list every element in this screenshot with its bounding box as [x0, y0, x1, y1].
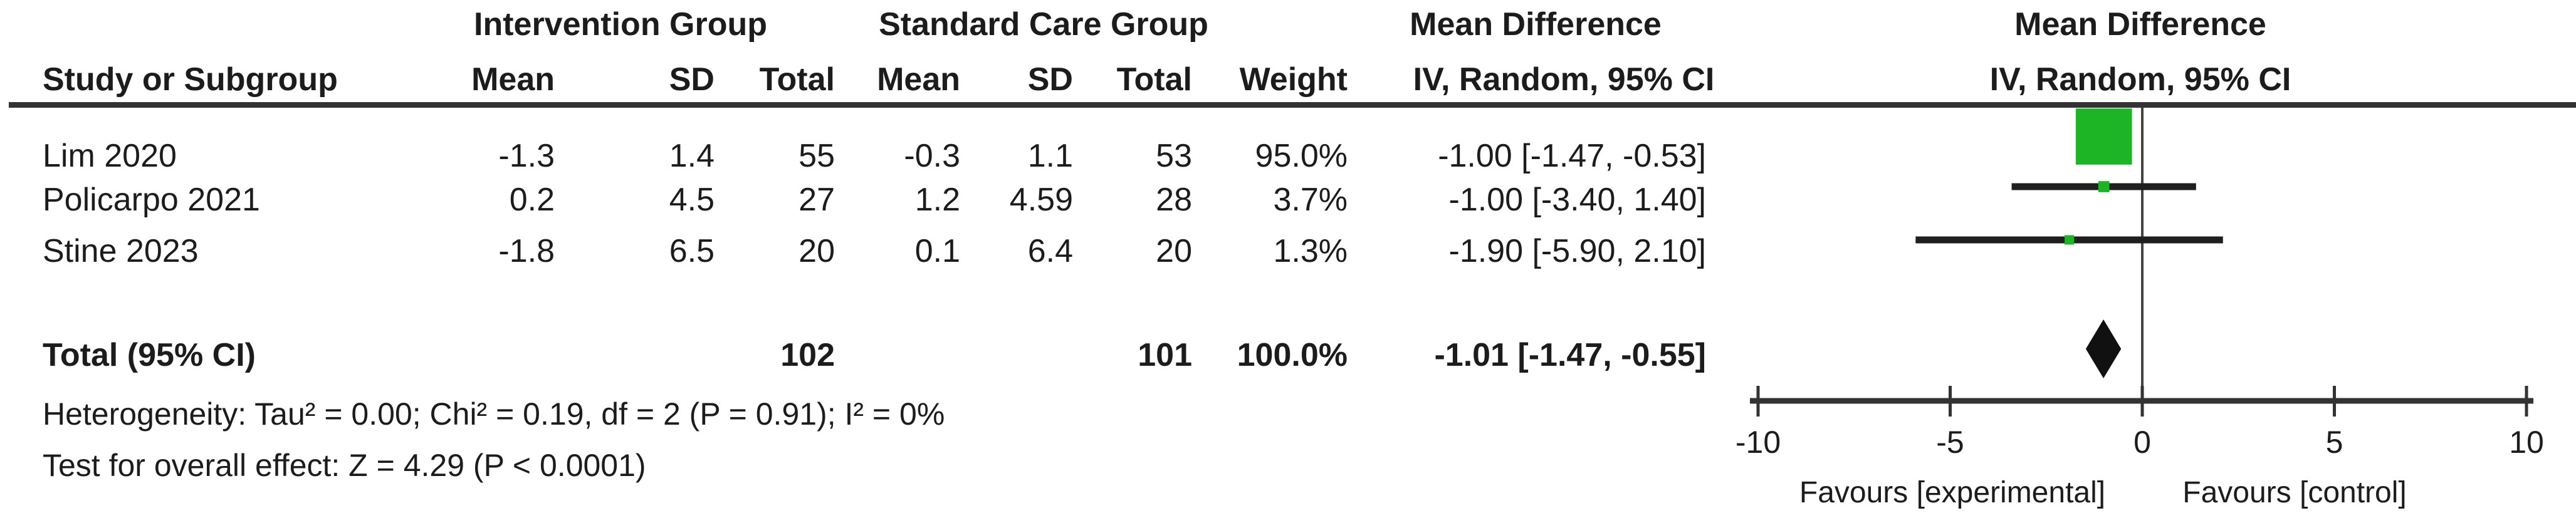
heterogeneity-stats: Heterogeneity: Tau² = 0.00; Chi² = 0.19,… [43, 396, 945, 432]
total-row: Total (95% CI) 102 101 100.0% -1.01 [-1.… [0, 336, 1730, 375]
sc-sd-value: 1.1 [1027, 138, 1073, 174]
int-total-value: 55 [798, 138, 835, 174]
column-header-row: Study or Subgroup Mean SD Total Mean SD … [0, 60, 2291, 99]
axis-tick-label: 0 [2134, 425, 2151, 460]
study-label: Policarpo 2021 [43, 182, 260, 218]
table-row: Lim 2020 -1.3 1.4 55 -0.3 1.1 53 95.0% -… [0, 137, 1730, 175]
sc-sd-value: 6.4 [1027, 233, 1073, 269]
ci-text-value: -1.00 [-3.40, 1.40] [1448, 182, 1707, 218]
int-mean-value: -1.3 [498, 138, 555, 174]
int-sd-column-header: SD [669, 61, 715, 98]
total-ci-text: -1.01 [-1.47, -0.55] [1434, 337, 1706, 373]
header-divider-rule [9, 102, 2576, 108]
weight-value: 3.7% [1273, 182, 1348, 218]
int-total-value: 20 [798, 233, 835, 269]
int-total-sum: 102 [780, 337, 835, 373]
sc-mean-value: 1.2 [914, 182, 960, 218]
table-row: Policarpo 2021 0.2 4.5 27 1.2 4.59 28 3.… [0, 180, 1730, 219]
sc-mean-value: -0.3 [904, 138, 960, 174]
ci-text-value: -1.00 [-1.47, -0.53] [1438, 138, 1706, 174]
group-header-row: Intervention Group Standard Care Group M… [0, 5, 2266, 44]
int-mean-value: -1.8 [498, 233, 555, 269]
effect-marker [2098, 181, 2110, 192]
effect-marker [2075, 108, 2132, 165]
sc-total-value: 28 [1156, 182, 1192, 218]
sc-total-sum: 101 [1138, 337, 1192, 373]
sc-sd-value: 4.59 [1009, 182, 1073, 218]
standard-care-group-header: Standard Care Group [879, 6, 1208, 43]
sc-mean-column-header: Mean [877, 61, 960, 98]
favours-right-label: Favours [control] [2182, 476, 2407, 509]
axis-tick-label: -5 [1936, 425, 1964, 460]
iv-random-ci-plot-header: IV, Random, 95% CI [1989, 61, 2291, 98]
axis-tick-label: -10 [1736, 425, 1781, 460]
total-weight: 100.0% [1237, 337, 1348, 373]
intervention-group-header: Intervention Group [474, 6, 767, 43]
int-total-value: 27 [798, 182, 835, 218]
study-label: Stine 2023 [43, 233, 199, 269]
iv-random-ci-text-header: IV, Random, 95% CI [1413, 61, 1715, 98]
study-label: Lim 2020 [43, 138, 177, 174]
axis-tick-label: 10 [2509, 425, 2544, 460]
axis-tick-label: 5 [2326, 425, 2343, 460]
ci-text-value: -1.90 [-5.90, 2.10] [1448, 233, 1707, 269]
sc-total-value: 20 [1156, 233, 1192, 269]
int-sd-value: 4.5 [669, 182, 715, 218]
sc-total-column-header: Total [1116, 61, 1192, 98]
sc-sd-column-header: SD [1027, 61, 1073, 98]
total-diamond [2085, 319, 2122, 378]
mean-difference-plot-header: Mean Difference [2014, 6, 2266, 43]
int-mean-column-header: Mean [471, 61, 555, 98]
int-sd-value: 1.4 [669, 138, 715, 174]
study-column-header: Study or Subgroup [43, 61, 338, 98]
table-row: Stine 2023 -1.8 6.5 20 0.1 6.4 20 1.3% -… [0, 232, 1730, 271]
mean-difference-text-header: Mean Difference [1410, 6, 1662, 43]
int-mean-value: 0.2 [509, 182, 555, 218]
sc-mean-value: 0.1 [914, 233, 960, 269]
overall-effect-test: Test for overall effect: Z = 4.29 (P < 0… [43, 448, 646, 483]
int-total-column-header: Total [759, 61, 835, 98]
weight-value: 95.0% [1255, 138, 1348, 174]
favours-left-label: Favours [experimental] [1799, 476, 2106, 509]
total-label: Total (95% CI) [43, 337, 256, 373]
weight-value: 1.3% [1273, 233, 1348, 269]
effect-marker [2065, 235, 2075, 245]
weight-column-header: Weight [1239, 61, 1348, 98]
sc-total-value: 53 [1156, 138, 1192, 174]
int-sd-value: 6.5 [669, 233, 715, 269]
